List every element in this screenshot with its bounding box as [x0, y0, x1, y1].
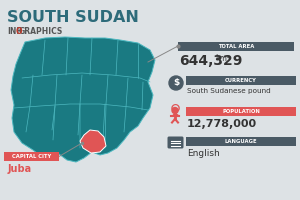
Circle shape: [169, 76, 183, 90]
Text: $: $: [173, 78, 179, 88]
Text: CAPITAL CITY: CAPITAL CITY: [12, 154, 51, 159]
Text: South Sudanese pound: South Sudanese pound: [187, 88, 271, 94]
Circle shape: [172, 108, 178, 114]
Text: SOUTH SUDAN: SOUTH SUDAN: [7, 10, 139, 25]
Polygon shape: [11, 37, 155, 162]
Text: Juba: Juba: [8, 164, 32, 174]
FancyBboxPatch shape: [186, 76, 296, 85]
Text: CURRENCY: CURRENCY: [225, 78, 257, 83]
Text: 12,778,000: 12,778,000: [187, 119, 257, 129]
Text: ♀: ♀: [169, 102, 181, 117]
Text: km²: km²: [215, 54, 230, 63]
Text: English: English: [187, 149, 220, 158]
Text: O: O: [16, 27, 22, 36]
FancyBboxPatch shape: [186, 107, 296, 116]
FancyBboxPatch shape: [178, 42, 294, 51]
Text: LANGUAGE: LANGUAGE: [225, 139, 257, 144]
FancyBboxPatch shape: [4, 152, 59, 161]
Text: INF: INF: [7, 27, 22, 36]
FancyBboxPatch shape: [186, 137, 296, 146]
Text: GRAPHICS: GRAPHICS: [19, 27, 63, 36]
FancyBboxPatch shape: [167, 136, 184, 148]
Text: TOTAL AREA: TOTAL AREA: [218, 44, 254, 49]
Text: POPULATION: POPULATION: [222, 109, 260, 114]
Polygon shape: [80, 130, 106, 153]
Text: 644,329: 644,329: [179, 54, 242, 68]
